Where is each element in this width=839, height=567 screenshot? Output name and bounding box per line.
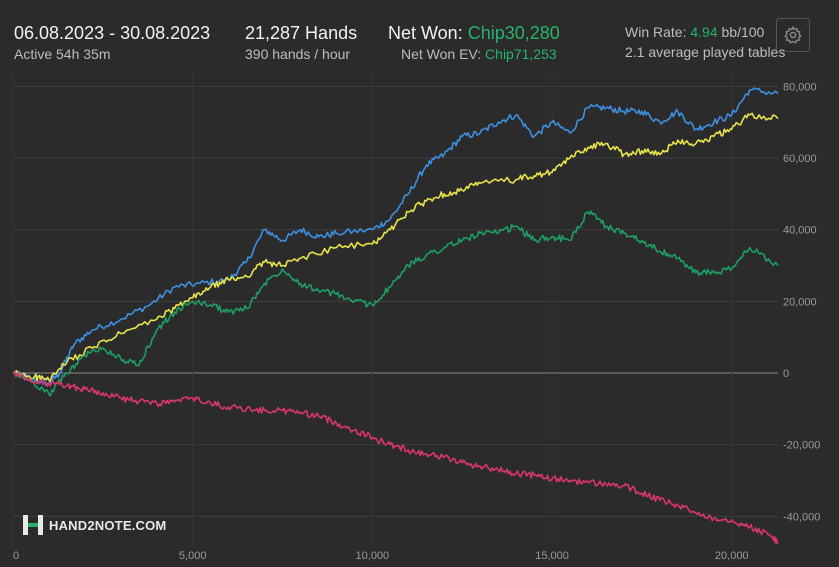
series-line-4 — [12, 371, 779, 545]
y-tick-label: -40,000 — [783, 511, 820, 523]
y-tick-label: 80,000 — [783, 81, 817, 93]
x-tick-label: 5,000 — [179, 550, 207, 562]
net-won-value: Chip30,280 — [467, 23, 560, 43]
win-rate-unit: bb/100 — [717, 24, 765, 40]
x-axis-tick-labels: 0 5,000 10,000 15,000 20,000 — [13, 550, 749, 562]
hands-per-hour: 390 hands / hour — [245, 46, 351, 62]
y-tick-label: 20,000 — [783, 296, 817, 308]
series-line-3 — [12, 210, 779, 397]
gear-icon — [784, 25, 802, 44]
y-tick-label: 0 — [783, 368, 789, 380]
y-axis-tick-labels: 80,000 60,000 40,000 20,000 0 -20,000 -40,000 — [783, 81, 820, 523]
x-tick-label: 10,000 — [356, 550, 390, 562]
series-line-1 — [12, 87, 779, 387]
chart-series — [12, 87, 779, 545]
active-time: Active 54h 35m — [14, 46, 111, 62]
date-range: 06.08.2023 - 30.08.2023 — [14, 23, 211, 43]
y-tick-label: 40,000 — [783, 225, 817, 237]
net-won: Net Won: Chip30,280 — [388, 23, 560, 44]
grid-lines — [12, 72, 778, 545]
hand2note-logo-text: HAND2NOTE.COM — [49, 517, 167, 533]
win-rate-label: Win Rate: — [625, 24, 691, 40]
net-won-ev-value: Chip71,253 — [485, 46, 557, 62]
net-won-label: Net Won: — [388, 23, 468, 43]
y-tick-label: 60,000 — [783, 153, 817, 165]
win-rate-value: 4.94 — [690, 24, 718, 40]
x-tick-label: 15,000 — [535, 550, 569, 562]
hand2note-logo-icon — [23, 515, 43, 535]
net-won-ev: Net Won EV: Chip71,253 — [401, 46, 557, 62]
average-tables: 2.1 average played tables — [625, 44, 786, 60]
x-tick-label: 0 — [13, 550, 19, 562]
y-tick-label: -20,000 — [783, 440, 820, 452]
settings-button[interactable] — [776, 18, 810, 52]
hands-count: 21,287 Hands — [245, 23, 358, 43]
series-line-2 — [12, 112, 779, 382]
win-rate: Win Rate: 4.94 bb/100 — [625, 24, 764, 40]
x-tick-label: 20,000 — [715, 550, 749, 562]
hand2note-logo: HAND2NOTE.COM — [22, 514, 166, 536]
net-won-ev-label: Net Won EV: — [401, 46, 486, 62]
